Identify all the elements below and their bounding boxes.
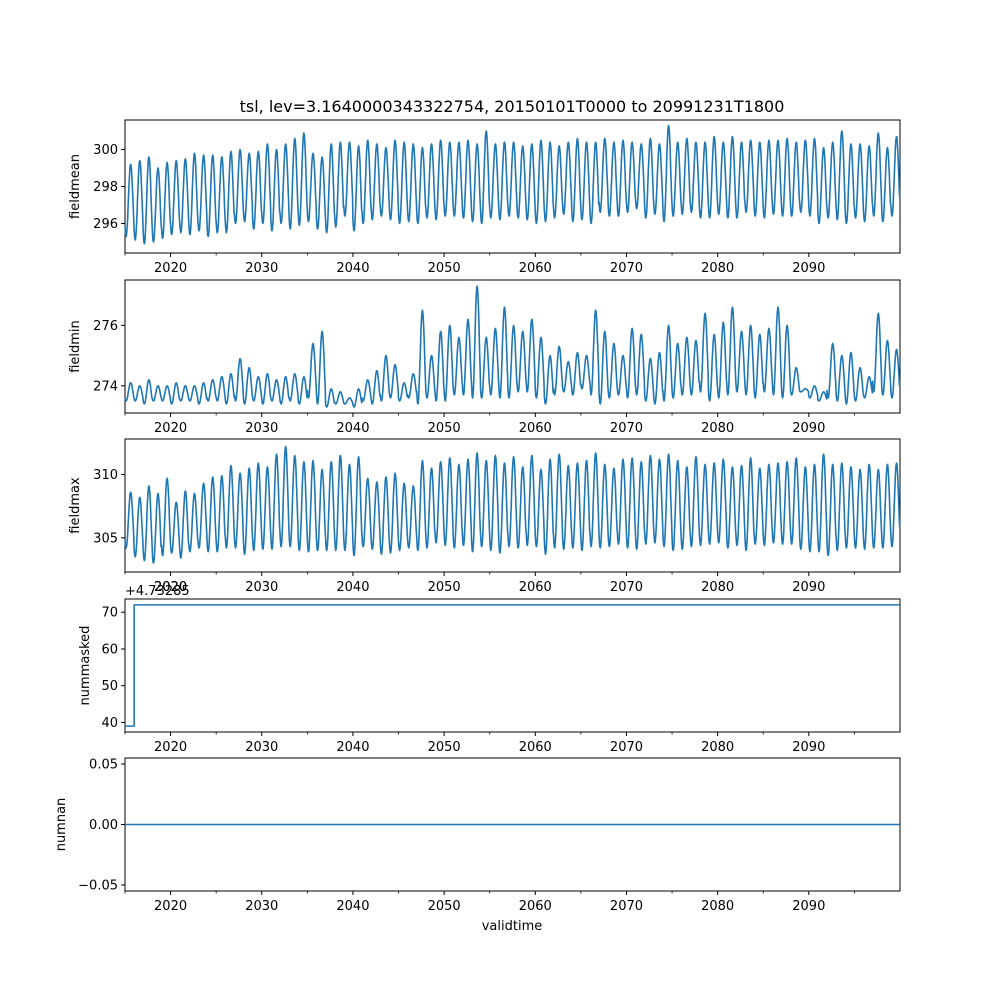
x-tick-label: 2050 xyxy=(428,261,461,276)
overlapping-tick-label: 2020 xyxy=(154,580,187,595)
y-tick-label: 0.05 xyxy=(89,758,118,773)
subplot-fieldmean: 2020 2030 2040 2050 2060 2070 2080 2090 296 298 30… xyxy=(68,119,901,276)
x-tick-label: 2030 xyxy=(245,261,278,276)
x-tick-label: 2020 xyxy=(154,421,187,436)
series-line-fieldmean xyxy=(124,124,901,245)
x-tick-label: 2060 xyxy=(519,421,552,436)
y-tick-label: 296 xyxy=(93,217,118,232)
y-tick-label: 300 xyxy=(93,143,118,158)
x-tick-label: 2020 xyxy=(154,740,187,755)
y-tick-label: 70 xyxy=(101,606,118,621)
subplot-fieldmin: 2020 2030 2040 2050 2060 2070 2080 2090 274 276 fi… xyxy=(68,279,901,436)
x-tick-label: 2020 xyxy=(154,899,187,914)
x-tick-label: 2080 xyxy=(701,580,734,595)
y-tick-label: 274 xyxy=(93,379,118,394)
x-tick-label: 2030 xyxy=(245,899,278,914)
subplots: 2020 2030 2040 2050 2060 2070 2080 2090 296 298 30… xyxy=(54,119,901,914)
x-tick-label: 2080 xyxy=(701,899,734,914)
axes-frame-fieldmin xyxy=(124,279,901,414)
y-tick-label: 0.00 xyxy=(89,818,118,833)
x-axis-label: validtime xyxy=(482,919,543,934)
x-tick-label: 2050 xyxy=(428,580,461,595)
x-tick-label: 2030 xyxy=(245,421,278,436)
x-tick-label: 2070 xyxy=(610,740,643,755)
x-tick-label: 2070 xyxy=(610,580,643,595)
y-offset-text: +4.73285 xyxy=(125,584,190,599)
x-tick-label: 2080 xyxy=(701,261,734,276)
x-tick-label: 2050 xyxy=(428,740,461,755)
y-tick-label: 276 xyxy=(93,319,118,334)
x-tick-label: 2040 xyxy=(336,580,369,595)
x-tick-label: 2090 xyxy=(792,580,825,595)
x-tick-label: 2030 xyxy=(245,580,278,595)
x-tick-label: 2070 xyxy=(610,261,643,276)
x-tick-label: 2070 xyxy=(610,421,643,436)
x-tick-label: 2090 xyxy=(792,740,825,755)
y-axis-label-fieldmax: fieldmax xyxy=(68,477,83,534)
x-tick-label: 2040 xyxy=(336,899,369,914)
x-tick-label: 2050 xyxy=(428,421,461,436)
x-tick-label: 2080 xyxy=(701,740,734,755)
y-axis-label-numnan: numnan xyxy=(54,798,69,852)
x-tick-label: 2090 xyxy=(792,261,825,276)
y-tick-label: 298 xyxy=(93,180,118,195)
x-tick-label: 2020 xyxy=(154,261,187,276)
x-tick-label: 2080 xyxy=(701,421,734,436)
y-axis-label-fieldmin: fieldmin xyxy=(68,320,83,373)
y-axis-label-nummasked: nummasked xyxy=(78,626,93,706)
x-tick-label: 2040 xyxy=(336,261,369,276)
y-tick-label: 50 xyxy=(101,679,118,694)
x-tick-label: 2050 xyxy=(428,899,461,914)
series-line-fieldmax xyxy=(124,445,901,564)
x-tick-label: 2040 xyxy=(336,740,369,755)
x-tick-label: 2090 xyxy=(792,899,825,914)
y-tick-label: 40 xyxy=(101,716,118,731)
chart-title: tsl, lev=3.1640000343322754, 20150101T00… xyxy=(240,97,785,116)
x-tick-label: 2040 xyxy=(336,421,369,436)
axes-frame-nummasked xyxy=(124,598,901,733)
subplot-nummasked: 2020 2030 2040 2050 2060 2070 2080 2090 40 50 60 70… xyxy=(78,580,901,755)
y-tick-label: −0.05 xyxy=(78,878,118,893)
y-tick-label: 60 xyxy=(101,642,118,657)
x-tick-label: 2060 xyxy=(519,580,552,595)
x-tick-label: 2070 xyxy=(610,899,643,914)
x-tick-label: 2020 xyxy=(154,580,187,595)
series-line-nummasked xyxy=(125,604,900,727)
y-tick-label: 310 xyxy=(93,468,118,483)
subplot-fieldmax: 2020 2030 2040 2050 2060 2070 2080 2090 305 310 fi… xyxy=(68,438,901,595)
x-tick-label: 2090 xyxy=(792,421,825,436)
x-tick-label: 2060 xyxy=(519,740,552,755)
x-tick-label: 2030 xyxy=(245,740,278,755)
series-line-fieldmin xyxy=(124,285,901,408)
y-tick-label: 305 xyxy=(93,531,118,546)
subplot-numnan: 2020 2030 2040 2050 2060 2070 2080 2090 −0.05 0.0… xyxy=(54,757,901,914)
axes-frame-fieldmax xyxy=(124,438,901,573)
x-tick-label: 2060 xyxy=(519,261,552,276)
y-axis-label-fieldmean: fieldmean xyxy=(68,154,83,219)
x-tick-label: 2060 xyxy=(519,899,552,914)
